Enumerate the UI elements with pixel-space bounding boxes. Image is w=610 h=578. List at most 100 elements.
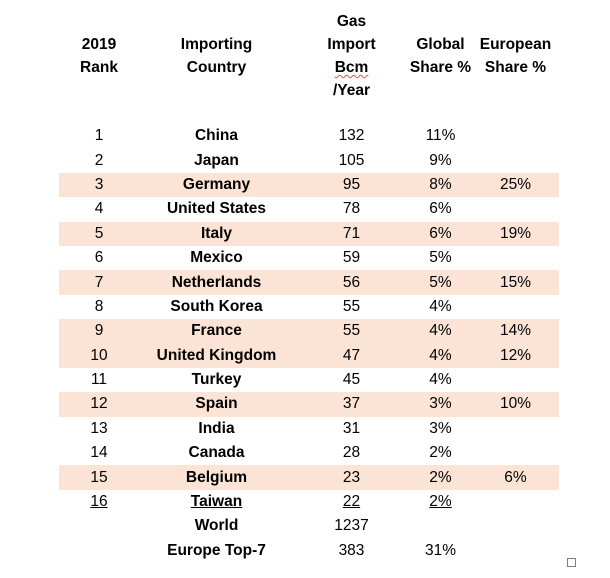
cell-import: 55 — [342, 297, 361, 315]
table-row: 8 South Korea 55 4% — [59, 295, 559, 319]
cell-country: France — [139, 319, 294, 344]
table-body: 1 China 132 11% 2 Japan 105 9% 3 Germany 95 8% 25% 4 U… — [59, 124, 559, 514]
cell-global: 4% — [429, 297, 452, 315]
table-row: 4 United States 78 6% — [59, 197, 559, 221]
table-row: 9 France 55 4% 14% — [59, 319, 559, 344]
cell-country: Turkey — [191, 371, 242, 389]
europe-import: 383 — [338, 541, 365, 559]
cell-import: 47 — [294, 343, 409, 368]
cell-country: Japan — [194, 151, 239, 169]
cell-european — [472, 417, 559, 441]
cell-rank: 16 — [90, 493, 108, 511]
world-label: World — [194, 517, 239, 535]
cell-country: Germany — [139, 172, 294, 198]
cell-country: Belgium — [139, 465, 294, 490]
header-global-share: Global Share % — [409, 36, 472, 76]
cell-country: United Kingdom — [139, 343, 294, 368]
table-row: 3 Germany 95 8% 25% — [59, 172, 559, 198]
cell-rank: 7 — [59, 270, 139, 295]
header-gas-import: Gas Import Bcm /Year — [327, 13, 376, 99]
cell-import: 23 — [294, 465, 409, 490]
cell-rank: 10 — [59, 343, 139, 368]
cell-rank: 12 — [59, 392, 139, 417]
cell-european — [472, 197, 559, 221]
cell-global: 2% — [429, 493, 452, 511]
cell-import: 45 — [342, 371, 361, 389]
table-header: 2019 Rank Importing Country Gas Import B… — [59, 10, 559, 102]
cell-rank: 2 — [94, 151, 104, 169]
table-resize-handle[interactable] — [567, 558, 576, 567]
cell-global: 6% — [429, 200, 452, 218]
cell-import: 95 — [294, 172, 409, 198]
cell-global: 4% — [409, 343, 472, 368]
cell-global: 11% — [425, 127, 456, 145]
table-row: 2 Japan 105 9% — [59, 148, 559, 172]
table-row: 10 United Kingdom 47 4% 12% — [59, 343, 559, 368]
cell-global: 2% — [429, 444, 452, 462]
cell-rank: 6 — [94, 249, 104, 267]
table-row: 6 Mexico 59 5% — [59, 246, 559, 270]
europe-global: 31% — [424, 541, 457, 559]
header-country: Importing Country — [180, 36, 253, 76]
cell-european: 14% — [472, 319, 559, 344]
cell-global: 4% — [429, 371, 452, 389]
cell-import: 28 — [342, 444, 361, 462]
cell-rank: 9 — [59, 319, 139, 344]
cell-global: 5% — [429, 249, 452, 267]
cell-import: 31 — [342, 419, 361, 437]
cell-global: 9% — [429, 151, 452, 169]
cell-rank: 4 — [94, 200, 104, 218]
cell-european — [472, 295, 559, 319]
cell-rank: 8 — [94, 297, 104, 315]
cell-global: 5% — [409, 270, 472, 295]
table-totals: World 1237 Europe Top-7 383 31% — [59, 514, 559, 563]
cell-country: Taiwan — [190, 493, 243, 511]
cell-global: 4% — [409, 319, 472, 344]
header-rank: 2019 Rank — [80, 36, 118, 76]
cell-european: 19% — [472, 221, 559, 246]
cell-global: 3% — [409, 392, 472, 417]
cell-european — [472, 246, 559, 270]
table-row: 16 Taiwan 22 2% — [59, 490, 559, 514]
header-european-share: European Share % — [479, 36, 552, 76]
cell-rank: 1 — [94, 127, 104, 145]
cell-global: 6% — [409, 221, 472, 246]
cell-european: 12% — [472, 343, 559, 368]
world-global — [409, 514, 472, 538]
table-row: 13 India 31 3% — [59, 417, 559, 441]
gas-import-table: 2019 Rank Importing Country Gas Import B… — [59, 10, 559, 563]
cell-import: 22 — [342, 493, 361, 511]
cell-rank: 11 — [90, 371, 108, 389]
cell-european — [472, 148, 559, 172]
cell-country: China — [194, 127, 239, 145]
cell-import: 78 — [342, 200, 361, 218]
table-row: 7 Netherlands 56 5% 15% — [59, 270, 559, 295]
cell-european — [472, 490, 559, 514]
cell-rank: 15 — [59, 465, 139, 490]
cell-global: 8% — [409, 172, 472, 198]
cell-country: India — [198, 419, 235, 437]
europe-label: Europe Top-7 — [167, 541, 266, 559]
cell-european: 25% — [472, 172, 559, 198]
cell-rank: 14 — [90, 444, 108, 462]
cell-import: 105 — [338, 151, 365, 169]
cell-rank: 5 — [59, 221, 139, 246]
cell-global: 2% — [409, 465, 472, 490]
gas-import-table-container: 2019 Rank Importing Country Gas Import B… — [59, 10, 559, 563]
cell-country: Canada — [188, 444, 245, 462]
cell-european: 15% — [472, 270, 559, 295]
cell-global: 3% — [429, 419, 452, 437]
cell-rank: 3 — [59, 172, 139, 198]
cell-country: South Korea — [170, 297, 263, 315]
table-row: 1 China 132 11% — [59, 124, 559, 148]
cell-import: 59 — [342, 249, 361, 267]
table-row: 14 Canada 28 2% — [59, 441, 559, 465]
cell-european — [472, 368, 559, 392]
cell-import: 56 — [294, 270, 409, 295]
cell-country: Spain — [139, 392, 294, 417]
cell-european: 6% — [472, 465, 559, 490]
table-row: 12 Spain 37 3% 10% — [59, 392, 559, 417]
cell-country: United States — [166, 200, 267, 218]
table-row: 5 Italy 71 6% 19% — [59, 221, 559, 246]
cell-rank: 13 — [90, 419, 108, 437]
